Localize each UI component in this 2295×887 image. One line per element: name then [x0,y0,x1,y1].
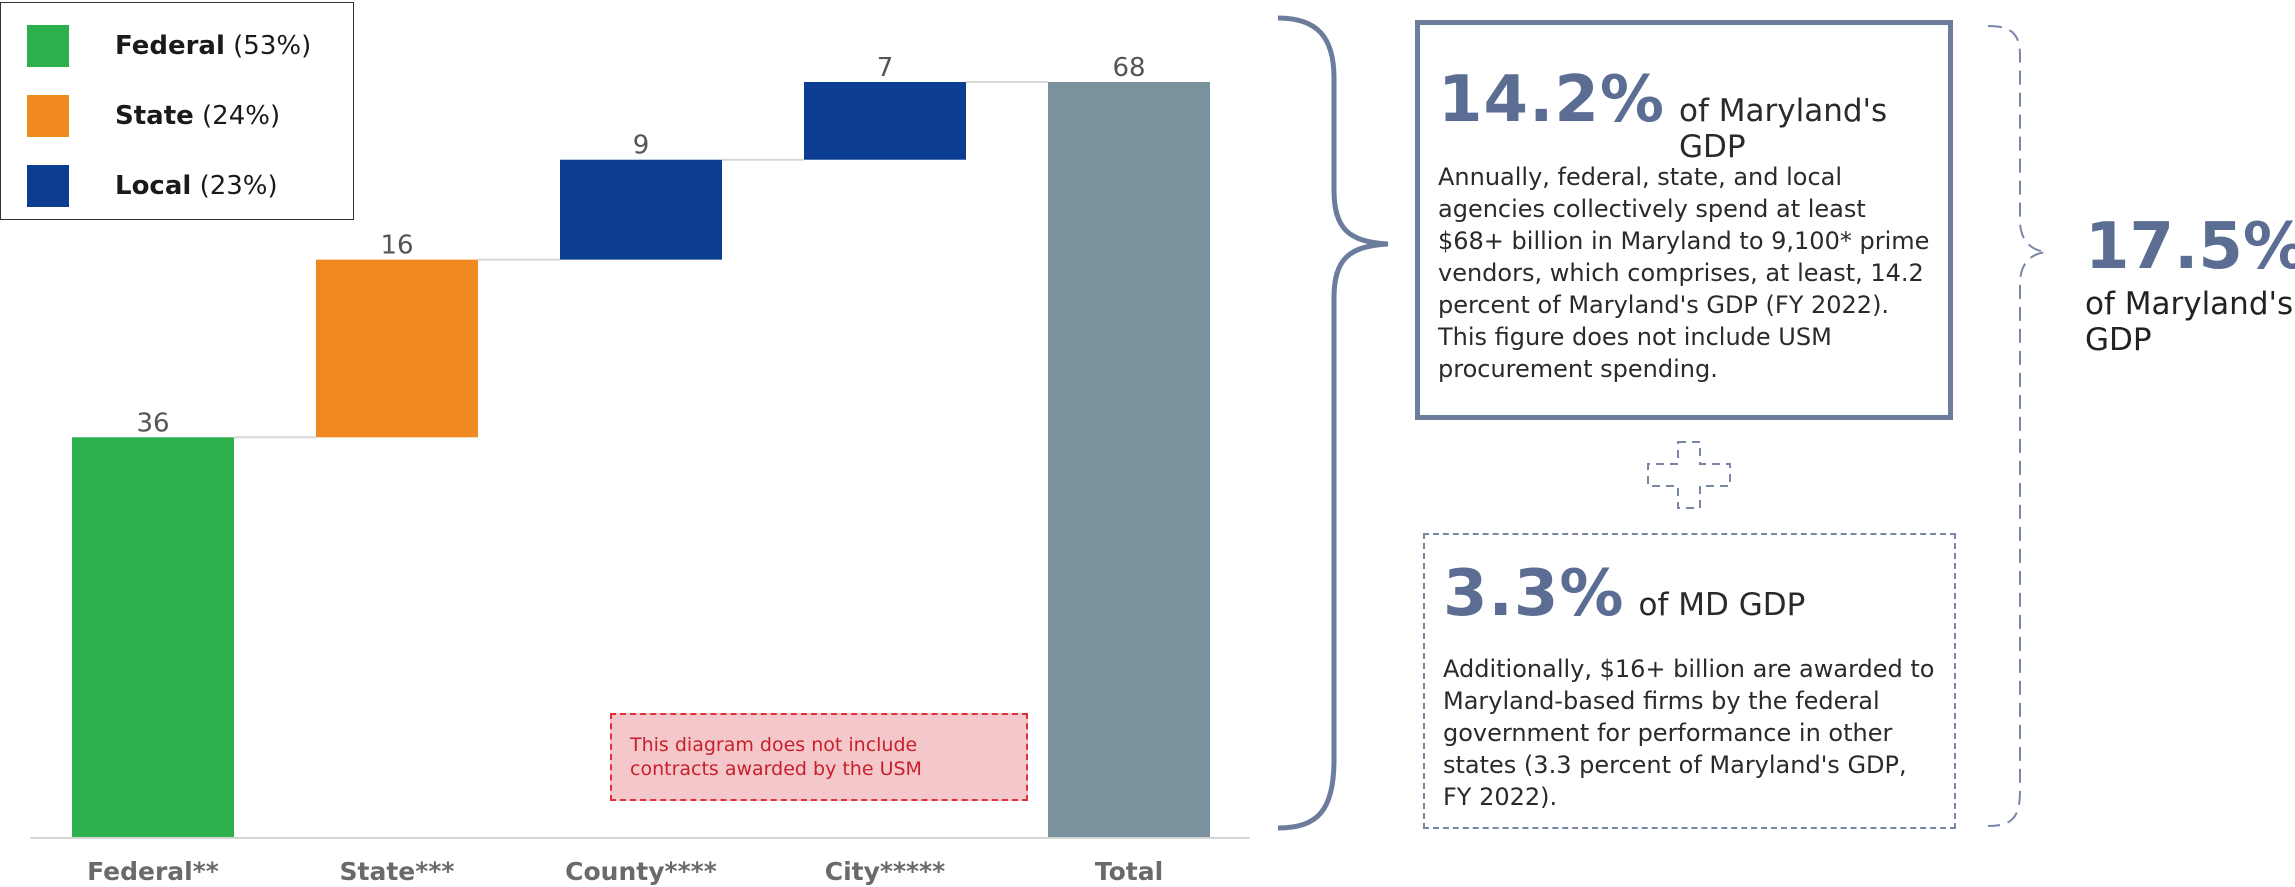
labels-layer: 36 Federal** 16 State*** 9 County**** 7 City***… [87,53,1163,886]
curly-brace-icon [1277,15,1389,831]
legend-entry-state: State (24%) [27,95,280,137]
legend-pct: (23%) [199,171,278,201]
value-label: 36 [136,408,169,438]
panel1-body: Annually, federal, state, and local agen… [1438,163,1930,383]
value-label: 9 [633,131,650,161]
legend-pct: (53%) [233,31,312,61]
dashed-bracket-icon [1987,25,2047,827]
bar-county [560,159,722,260]
legend-name: Local [115,171,192,201]
total-gdp-percent: 17.5%+ [2085,210,2295,284]
panel2-percent: 3.3% [1443,557,1625,631]
legend-pct: (24%) [202,101,281,131]
bar-federal [72,437,234,837]
gdp-share-panel: 14.2% of Maryland's GDP Annually, federa… [1415,20,1953,420]
legend-swatch-state [27,95,69,137]
value-label: 68 [1112,53,1145,83]
legend-name: Federal [115,31,225,61]
bar-state [316,259,478,438]
dashed-plus-icon [1647,441,1731,509]
panel2-label: of MD GDP [1638,587,1806,623]
category-label: City***** [825,857,946,886]
category-label: Total [1095,857,1163,886]
out-of-state-panel: 3.3% of MD GDP Additionally, $16+ billio… [1423,533,1956,829]
chart-annotation-note: This diagram does not include contracts … [610,713,1028,801]
bars-layer [30,81,1250,839]
category-label: State*** [340,857,455,886]
legend-swatch-federal [27,25,69,67]
legend-swatch-local [27,165,69,207]
panel1-label: of Maryland's GDP [1679,93,1888,165]
bar-total [1048,82,1210,837]
value-label: 7 [877,53,894,83]
value-label: 16 [380,231,413,261]
total-gdp-label: of Maryland's GDP [2085,286,2294,358]
category-label: County**** [565,857,717,886]
legend-entry-local: Local (23%) [27,165,278,207]
category-label: Federal** [87,857,219,886]
panel2-body: Additionally, $16+ billion are awarded t… [1443,655,1935,811]
legend-entry-federal: Federal (53%) [27,25,311,67]
chart-legend: Federal (53%) State (24%) Local (23%) [0,2,354,220]
legend-name: State [115,101,194,131]
panel1-percent: 14.2% [1438,63,1666,137]
bar-city [804,82,966,160]
